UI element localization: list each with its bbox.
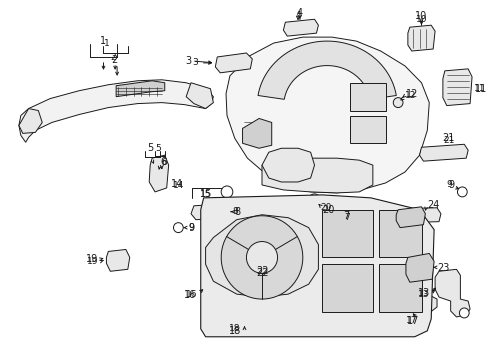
Text: 14: 14 [172, 181, 184, 190]
Polygon shape [262, 158, 372, 193]
Text: 5: 5 [147, 143, 153, 153]
Text: 15: 15 [200, 190, 211, 199]
Polygon shape [19, 109, 42, 133]
Text: 17: 17 [407, 316, 419, 326]
Text: 10: 10 [414, 11, 427, 21]
Bar [322, 210, 372, 257]
Text: 11: 11 [473, 84, 485, 93]
Circle shape [308, 194, 320, 206]
Bar [349, 116, 386, 143]
Text: 23: 23 [436, 263, 448, 273]
Text: 17: 17 [405, 316, 417, 325]
Polygon shape [395, 207, 425, 228]
Text: 7: 7 [343, 211, 349, 221]
Polygon shape [116, 81, 164, 96]
Polygon shape [205, 215, 318, 297]
Text: 8: 8 [232, 207, 238, 216]
Bar [322, 264, 372, 312]
Text: 3: 3 [192, 58, 197, 67]
Text: 14: 14 [171, 179, 183, 189]
Text: 1: 1 [103, 39, 109, 48]
Polygon shape [359, 208, 440, 224]
Polygon shape [442, 69, 471, 105]
Text: 6: 6 [162, 158, 167, 167]
Polygon shape [225, 37, 428, 193]
Text: 21: 21 [442, 136, 453, 145]
Text: 9: 9 [446, 180, 452, 189]
Circle shape [239, 316, 249, 326]
Circle shape [221, 186, 232, 198]
Text: 9: 9 [188, 223, 193, 232]
Text: 16: 16 [186, 289, 198, 298]
Polygon shape [191, 204, 229, 220]
Text: 15: 15 [200, 189, 212, 199]
Text: 16: 16 [183, 290, 196, 300]
Polygon shape [242, 118, 271, 148]
Text: 22: 22 [255, 268, 268, 278]
Polygon shape [149, 155, 168, 192]
Text: 2: 2 [110, 53, 116, 62]
Polygon shape [324, 295, 436, 317]
Text: 20: 20 [320, 203, 331, 212]
Text: 12: 12 [405, 89, 417, 99]
Polygon shape [186, 83, 213, 109]
Circle shape [173, 223, 183, 233]
Text: 8: 8 [234, 207, 241, 217]
Circle shape [392, 98, 402, 108]
Text: 11: 11 [474, 84, 486, 94]
Text: 19: 19 [86, 255, 99, 264]
Bar [349, 83, 386, 111]
Polygon shape [215, 53, 252, 73]
Polygon shape [106, 249, 129, 271]
Text: 18: 18 [228, 326, 241, 336]
Polygon shape [405, 253, 433, 282]
Text: 24: 24 [427, 200, 439, 210]
Polygon shape [419, 144, 467, 161]
Polygon shape [258, 41, 395, 99]
Polygon shape [221, 216, 302, 299]
Text: 9: 9 [188, 222, 194, 233]
Text: 5: 5 [155, 144, 161, 153]
Polygon shape [283, 19, 318, 36]
Text: 18: 18 [228, 324, 240, 333]
Polygon shape [407, 25, 434, 51]
Polygon shape [201, 195, 433, 337]
Text: 4: 4 [296, 8, 303, 18]
Text: 21: 21 [442, 133, 454, 143]
Text: 4: 4 [295, 11, 300, 20]
Text: 22: 22 [255, 266, 268, 276]
Bar [378, 264, 422, 312]
Text: 6: 6 [160, 157, 166, 167]
Circle shape [457, 187, 466, 197]
Text: 13: 13 [417, 288, 429, 298]
Bar [378, 210, 422, 257]
Polygon shape [434, 269, 469, 317]
Text: 3: 3 [184, 56, 191, 66]
Polygon shape [19, 80, 213, 142]
Text: 2: 2 [111, 55, 117, 65]
Text: 1: 1 [100, 36, 106, 46]
Polygon shape [262, 148, 314, 182]
Text: 19: 19 [87, 257, 99, 266]
Circle shape [458, 308, 468, 318]
Circle shape [246, 242, 277, 273]
Text: 10: 10 [415, 15, 427, 24]
Text: 7: 7 [343, 213, 349, 222]
Text: 12: 12 [404, 91, 415, 100]
Text: 9: 9 [447, 180, 454, 190]
Text: 20: 20 [322, 205, 334, 215]
Text: 13: 13 [417, 289, 428, 298]
